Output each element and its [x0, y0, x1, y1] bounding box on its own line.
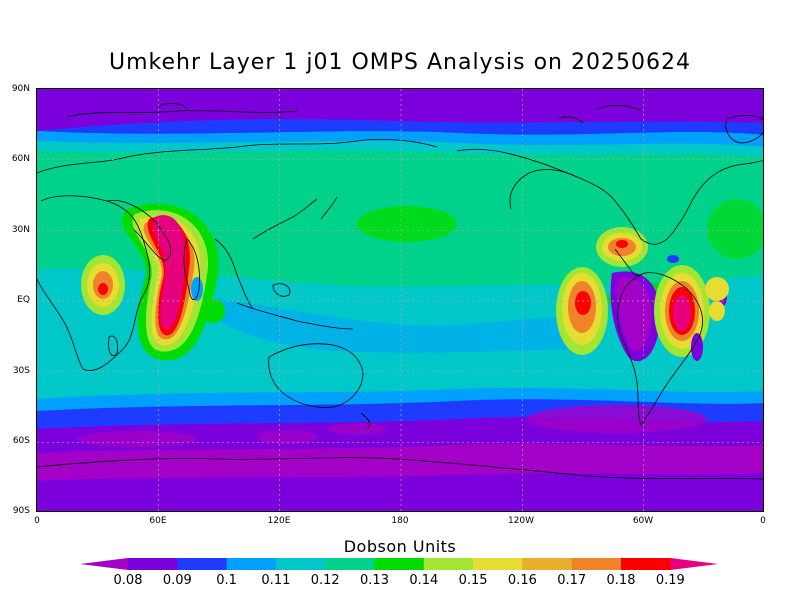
- colorbar-swatch: [177, 558, 228, 570]
- colorbar-tick-label: 0.16: [507, 573, 537, 588]
- colorbar-tick-label: 0.13: [360, 573, 389, 588]
- colorbar-title: Dobson Units: [343, 537, 457, 556]
- colorbar-arrow-low: [80, 558, 128, 570]
- colorbar-tick-label: 0.08: [113, 573, 143, 588]
- colorbar-tick-label: 0.1: [216, 573, 237, 588]
- colorbar-tick-label: 0.12: [310, 573, 340, 588]
- lon-label-60w: 60W: [632, 516, 654, 526]
- colorbar-swatch: [571, 558, 622, 570]
- map-svg: [37, 89, 763, 511]
- colorbar-tick-label: 0.11: [261, 573, 291, 588]
- colorbar-tick-label: 0.09: [162, 573, 192, 588]
- map-title: Umkehr Layer 1 j01 OMPS Analysis on 2025…: [109, 50, 691, 75]
- colorbar-arrow-high: [670, 558, 719, 570]
- colorbar-tick-label: 0.14: [409, 573, 439, 588]
- colorbar-tick-label: 0.19: [655, 573, 685, 588]
- colorbar-tick-label: 0.17: [557, 573, 587, 588]
- colorbar-swatch: [226, 558, 277, 570]
- colorbar: [80, 558, 719, 570]
- colorbar-tick-label: 0.15: [458, 573, 488, 588]
- colorbar-swatch: [325, 558, 375, 570]
- colorbar-swatch: [128, 558, 178, 570]
- lat-label-90n: 90N: [11, 84, 30, 94]
- colorbar-swatch: [522, 558, 573, 570]
- zonal-bands: [37, 89, 763, 511]
- colorbar-swatch: [423, 558, 474, 570]
- lon-label-60e: 60E: [149, 516, 167, 526]
- colorbar-swatch: [275, 558, 326, 570]
- lon-label-0-left: 0: [34, 516, 40, 526]
- colorbar-swatch: [374, 558, 425, 570]
- lat-label-60n: 60N: [11, 154, 30, 164]
- lat-label-30s: 30S: [12, 366, 30, 376]
- lon-label-180: 180: [391, 516, 409, 526]
- coastlines: [37, 103, 763, 480]
- lat-label-90s: 90S: [12, 506, 30, 516]
- lat-label-eq: EQ: [17, 295, 30, 305]
- ozone-map: [36, 88, 764, 512]
- grid-lines: [37, 89, 763, 511]
- colorbar-swatch: [621, 558, 671, 570]
- lat-label-60s: 60S: [12, 436, 30, 446]
- colorbar-tick-label: 0.18: [606, 573, 636, 588]
- lon-label-120w: 120W: [507, 516, 535, 526]
- colorbar-swatch: [473, 558, 523, 570]
- lon-label-0-right: 0: [760, 516, 766, 526]
- lon-label-120e: 120E: [267, 516, 291, 526]
- lat-label-30n: 30N: [11, 225, 30, 235]
- hotspot-americas: [556, 227, 729, 362]
